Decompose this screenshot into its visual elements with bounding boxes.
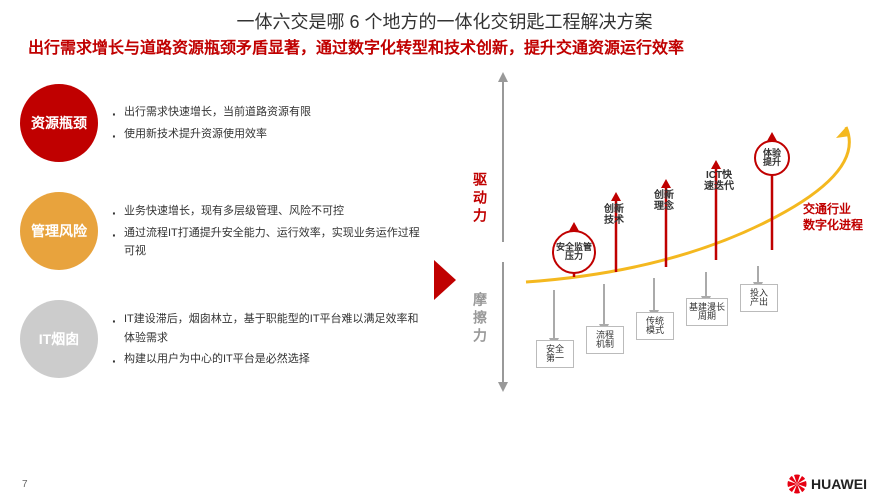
footer: 7 HUAWEI — [0, 474, 889, 494]
feature-bullets: 业务快速增长，现有多层级管理、风险不可控通过流程IT打通提升安全能力、运行效率，… — [112, 199, 420, 264]
chart-panel: 驱动力 摩擦力 交通行业 数字化进程 安全监管 压力体验 提升创新 技术创新 理… — [470, 72, 869, 392]
friction-box: 投入 产出 — [740, 284, 778, 312]
feature-circle: 管理风险 — [20, 192, 98, 270]
logo-text: HUAWEI — [811, 476, 867, 492]
page-title: 一体六交是哪 6 个地方的一体化交钥匙工程解决方案 — [0, 0, 889, 38]
drive-node-label: ICT快 速迭代 — [704, 170, 734, 192]
friction-box: 传统 模式 — [636, 312, 674, 340]
drive-node-label: 创新 技术 — [604, 204, 624, 226]
bullet-item: 使用新技术提升资源使用效率 — [112, 125, 420, 144]
friction-box: 安全 第一 — [536, 340, 574, 368]
feature-bullets: 出行需求快速增长，当前道路资源有限使用新技术提升资源使用效率 — [112, 100, 420, 146]
page-number: 7 — [22, 479, 28, 490]
chart-area: 交通行业 数字化进程 安全监管 压力体验 提升创新 技术创新 理念ICT快 速迭… — [496, 72, 869, 392]
feature-circle: IT烟囱 — [20, 300, 98, 378]
feature-row: 管理风险业务快速增长，现有多层级管理、风险不可控通过流程IT打通提升安全能力、运… — [20, 192, 420, 270]
feature-circle: 资源瓶颈 — [20, 84, 98, 162]
drive-node-label: 创新 理念 — [654, 190, 674, 212]
trend-label: 交通行业 数字化进程 — [803, 202, 863, 233]
bullet-item: IT建设滞后，烟囱林立，基于职能型的IT平台难以满足效率和体验需求 — [112, 310, 420, 347]
drive-axis-label: 驱动力 — [470, 172, 490, 226]
bullet-item: 业务快速增长，现有多层级管理、风险不可控 — [112, 202, 420, 221]
friction-box: 基建漫长 周期 — [686, 298, 728, 326]
bullet-item: 通过流程IT打通提升安全能力、运行效率，实现业务运作过程可视 — [112, 224, 420, 261]
feature-bullets: IT建设滞后，烟囱林立，基于职能型的IT平台难以满足效率和体验需求构建以用户为中… — [112, 307, 420, 372]
bullet-item: 出行需求快速增长，当前道路资源有限 — [112, 103, 420, 122]
arrow-down-icon — [496, 262, 510, 392]
friction-box: 流程 机制 — [586, 326, 624, 354]
huawei-logo: HUAWEI — [787, 474, 867, 494]
arrow-up-icon — [496, 72, 510, 242]
feature-row: IT烟囱IT建设滞后，烟囱林立，基于职能型的IT平台难以满足效率和体验需求构建以… — [20, 300, 420, 378]
left-column: 资源瓶颈出行需求快速增长，当前道路资源有限使用新技术提升资源使用效率管理风险业务… — [20, 72, 420, 392]
triangle-divider-icon — [434, 260, 456, 305]
feature-row: 资源瓶颈出行需求快速增长，当前道路资源有限使用新技术提升资源使用效率 — [20, 84, 420, 162]
friction-axis-label: 摩擦力 — [470, 292, 490, 346]
huawei-logo-icon — [787, 474, 807, 494]
main-content: 资源瓶颈出行需求快速增长，当前道路资源有限使用新技术提升资源使用效率管理风险业务… — [0, 72, 889, 392]
bullet-item: 构建以用户为中心的IT平台是必然选择 — [112, 350, 420, 369]
subtitle: 出行需求增长与道路资源瓶颈矛盾显著，通过数字化转型和技术创新，提升交通资源运行效… — [0, 38, 889, 72]
